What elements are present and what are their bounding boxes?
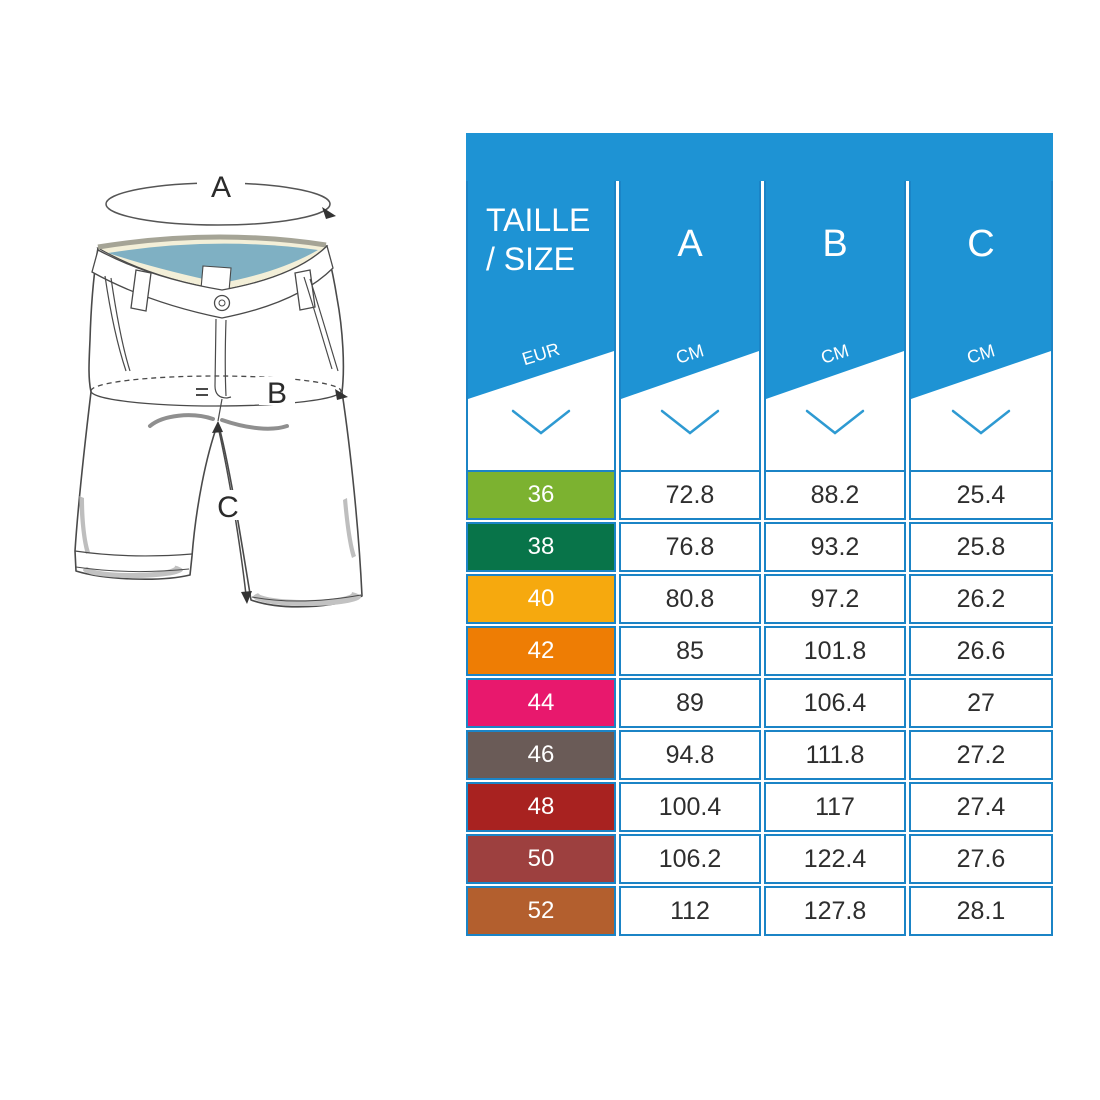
size-swatch: 44 xyxy=(466,678,616,728)
cell-b: 117 xyxy=(764,782,906,832)
cell-a: 94.8 xyxy=(619,730,761,780)
measure-label-b: B xyxy=(267,377,287,410)
cell-c: 26.6 xyxy=(909,626,1053,676)
table-row: 44 89 106.4 27 xyxy=(466,678,1053,728)
header-col-a: A CM xyxy=(619,181,761,470)
front-waistband xyxy=(91,244,334,319)
cell-b: 106.4 xyxy=(764,678,906,728)
cell-c: 26.2 xyxy=(909,574,1053,624)
size-header-title: TAILLE / SIZE xyxy=(486,201,590,279)
column-letter-b: B xyxy=(822,223,848,265)
size-table: TAILLE / SIZE EUR A CM B CM C CM 36 72.8… xyxy=(466,133,1053,938)
chevron-down-icon xyxy=(511,409,571,435)
cell-c: 25.8 xyxy=(909,522,1053,572)
cell-a: 112 xyxy=(619,886,761,936)
cell-b: 101.8 xyxy=(764,626,906,676)
shorts-outline xyxy=(74,236,363,608)
table-row: 52 112 127.8 28.1 xyxy=(466,886,1053,936)
waist-button xyxy=(213,294,231,312)
size-swatch: 42 xyxy=(466,626,616,676)
cell-a: 72.8 xyxy=(619,470,761,520)
waist-measure-ellipse xyxy=(105,178,336,226)
chevron-down-icon xyxy=(660,409,720,435)
belt-loop-left xyxy=(130,269,152,312)
cell-c: 27.6 xyxy=(909,834,1053,884)
size-swatch: 50 xyxy=(466,834,616,884)
column-letter-a: A xyxy=(677,223,703,265)
cell-c: 27.2 xyxy=(909,730,1053,780)
table-row: 48 100.4 117 27.4 xyxy=(466,782,1053,832)
cell-b: 97.2 xyxy=(764,574,906,624)
size-swatch: 36 xyxy=(466,470,616,520)
inseam-measure-arrow xyxy=(212,421,252,604)
size-swatch: 52 xyxy=(466,886,616,936)
cell-b: 111.8 xyxy=(764,730,906,780)
table-row: 46 94.8 111.8 27.2 xyxy=(466,730,1053,780)
shorts-measurement-diagram: A xyxy=(74,171,363,608)
size-swatch: 38 xyxy=(466,522,616,572)
measure-label-c: C xyxy=(217,491,239,524)
column-letter-c: C xyxy=(967,223,995,265)
cell-b: 122.4 xyxy=(764,834,906,884)
size-swatch: 46 xyxy=(466,730,616,780)
drawstring xyxy=(148,413,289,431)
hem-shadows xyxy=(79,496,361,606)
cell-b: 88.2 xyxy=(764,470,906,520)
table-row: 36 72.8 88.2 25.4 xyxy=(466,470,1053,520)
cell-a: 80.8 xyxy=(619,574,761,624)
size-header-line1: TAILLE xyxy=(486,202,591,238)
cell-b: 93.2 xyxy=(764,522,906,572)
size-header-line2: / SIZE xyxy=(486,241,575,277)
cell-c: 25.4 xyxy=(909,470,1053,520)
measure-label-a: A xyxy=(211,171,231,204)
cell-c: 27.4 xyxy=(909,782,1053,832)
chevron-down-icon xyxy=(951,409,1011,435)
table-row: 42 85 101.8 26.6 xyxy=(466,626,1053,676)
cell-a: 76.8 xyxy=(619,522,761,572)
seam-lines xyxy=(74,275,362,602)
hip-measure-ellipse xyxy=(90,375,348,407)
chevron-down-icon xyxy=(805,409,865,435)
cell-a: 85 xyxy=(619,626,761,676)
table-header-band xyxy=(466,133,1053,181)
header-col-b: B CM xyxy=(764,181,906,470)
cell-b: 127.8 xyxy=(764,886,906,936)
cell-a: 100.4 xyxy=(619,782,761,832)
table-row: 50 106.2 122.4 27.6 xyxy=(466,834,1053,884)
size-swatch: 48 xyxy=(466,782,616,832)
table-row: 38 76.8 93.2 25.8 xyxy=(466,522,1053,572)
cell-c: 27 xyxy=(909,678,1053,728)
cell-c: 28.1 xyxy=(909,886,1053,936)
size-swatch: 40 xyxy=(466,574,616,624)
cell-a: 106.2 xyxy=(619,834,761,884)
cell-a: 89 xyxy=(619,678,761,728)
header-col-size: TAILLE / SIZE EUR xyxy=(466,181,616,470)
table-row: 40 80.8 97.2 26.2 xyxy=(466,574,1053,624)
header-col-c: C CM xyxy=(909,181,1053,470)
